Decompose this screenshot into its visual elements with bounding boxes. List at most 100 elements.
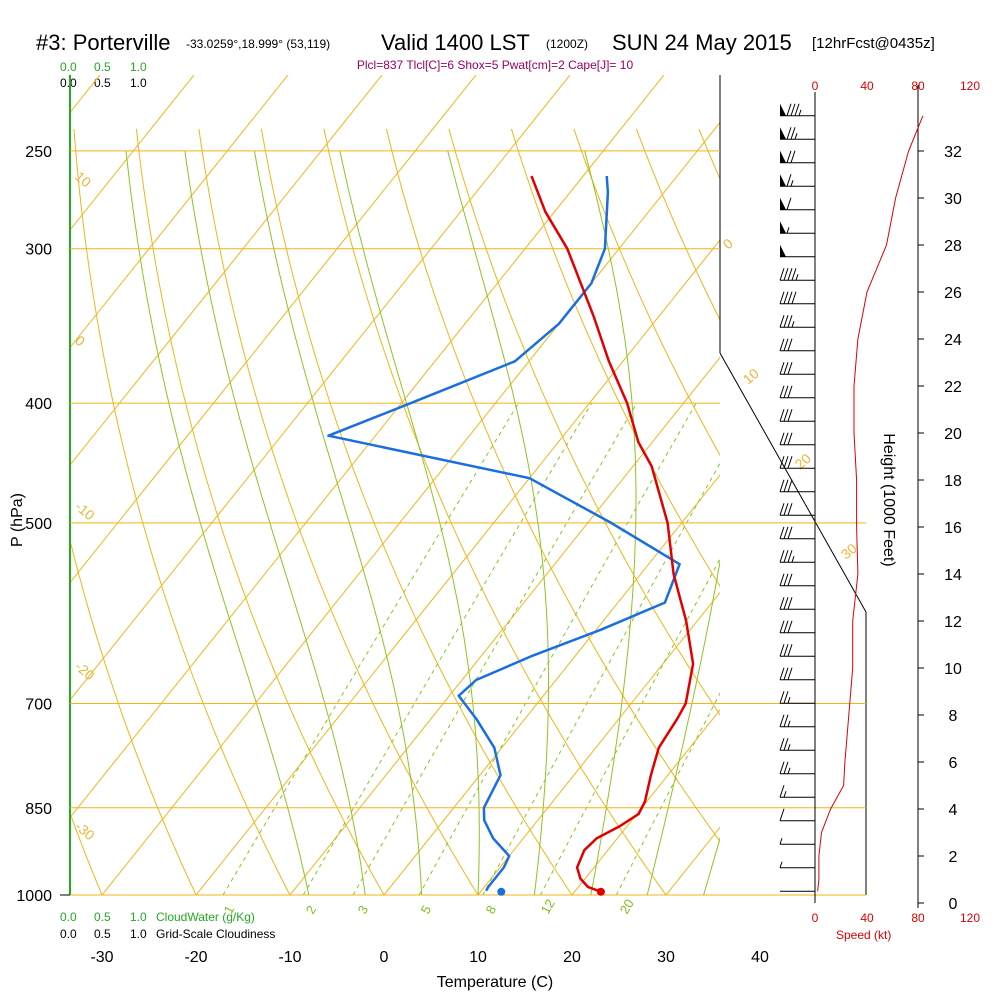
temperature-tick-label: 20 bbox=[563, 949, 581, 966]
cw-top-2: 1.0 bbox=[130, 60, 147, 74]
dry-adiabat-line bbox=[73, 128, 291, 895]
wind-barb-flag bbox=[794, 103, 800, 116]
wind-barb-flag bbox=[779, 315, 785, 328]
wind-barb-half bbox=[779, 838, 783, 845]
wind-barb-pennant bbox=[780, 197, 786, 210]
pressure-tick-label: 400 bbox=[25, 396, 52, 413]
mixing-ratio-label: 5 bbox=[418, 903, 435, 917]
wind-barb-pennant bbox=[780, 221, 786, 234]
isotherm-line bbox=[70, 75, 101, 114]
wind-barb-flag bbox=[783, 479, 789, 492]
isotherm-line bbox=[70, 75, 477, 584]
wind-barb-flag bbox=[779, 667, 785, 680]
height-tick-label: 20 bbox=[944, 426, 962, 443]
wind-barb-flag bbox=[779, 362, 785, 375]
isotherm-label: -20 bbox=[72, 658, 98, 683]
wind-barb-flag bbox=[787, 268, 793, 281]
spd-top-1: 40 bbox=[860, 79, 874, 93]
dry-adiabat-line bbox=[260, 128, 573, 895]
wind-barb-flag bbox=[779, 785, 785, 798]
wind-barb-half bbox=[790, 180, 794, 187]
wind-barb-half bbox=[787, 767, 791, 774]
isotherm-label: -10 bbox=[72, 498, 98, 523]
wind-barb-flag bbox=[779, 268, 785, 281]
wind-barb-flag bbox=[783, 432, 789, 445]
height-tick-label: 14 bbox=[944, 567, 962, 584]
speed-label: Speed (kt) bbox=[836, 928, 891, 942]
dry-adiabat-line bbox=[70, 538, 197, 895]
wind-barb-flag bbox=[787, 385, 793, 398]
wind-barb-flag bbox=[787, 503, 793, 516]
wind-barb-flag bbox=[779, 738, 785, 751]
wind-barb-flag bbox=[791, 291, 797, 304]
wind-barb-flag bbox=[786, 174, 792, 187]
spd-top-0: 0 bbox=[812, 79, 819, 93]
wind-barb-flag bbox=[783, 456, 789, 469]
cloudwater-label: CloudWater (g/Kg) bbox=[156, 910, 255, 924]
wind-barb-flag bbox=[779, 573, 785, 586]
forecast-info: [12hrFcst@0435z] bbox=[812, 35, 935, 52]
cc-top-1: 0.5 bbox=[94, 76, 111, 90]
wind-barb-pennant bbox=[780, 103, 786, 116]
wind-barb-flag bbox=[779, 761, 785, 774]
pressure-tick-label: 700 bbox=[25, 697, 52, 714]
cw-top-1: 0.5 bbox=[94, 60, 111, 74]
wind-barb-flag bbox=[790, 150, 796, 163]
wind-barb-flag bbox=[783, 503, 789, 516]
isotherm-line bbox=[70, 75, 665, 819]
height-tick-label: 16 bbox=[944, 520, 962, 537]
temperature-tick-label: 30 bbox=[657, 949, 675, 966]
valid-time: Valid 1400 LST bbox=[381, 30, 530, 55]
moist-adiabat-line bbox=[184, 150, 366, 895]
cw-bot-1: 0.5 bbox=[94, 910, 111, 924]
wind-speed-line bbox=[817, 115, 924, 892]
cc-top-2: 1.0 bbox=[130, 76, 147, 90]
mixing-ratio-label: 2 bbox=[303, 903, 320, 917]
wind-barb-flag bbox=[790, 103, 796, 116]
wind-barb-flag bbox=[779, 409, 785, 422]
wind-barb-flag bbox=[783, 644, 789, 657]
cc-bot-0: 0.0 bbox=[60, 927, 77, 941]
temperature-tick-label: 40 bbox=[751, 949, 769, 966]
dewpoint-profile-line bbox=[327, 175, 681, 892]
mixing-ratio-line bbox=[352, 402, 638, 895]
moist-adiabat-line bbox=[447, 150, 549, 895]
wind-barb-flag bbox=[787, 550, 793, 563]
wind-barb-flag bbox=[787, 620, 793, 633]
height-tick-label: 26 bbox=[944, 285, 962, 302]
speed-scale-bottom: 0 40 80 120 Speed (kt) bbox=[812, 911, 981, 942]
mixing-ratio-label: 3 bbox=[355, 903, 372, 917]
wind-barb-flag bbox=[783, 667, 789, 680]
cw-bot-2: 1.0 bbox=[130, 910, 147, 924]
height-tick-label: 0 bbox=[949, 896, 958, 913]
wind-barb-flag bbox=[779, 620, 785, 633]
wind-barb-pennant bbox=[780, 127, 786, 140]
isotherm-line bbox=[70, 75, 289, 349]
wind-barb-pennant bbox=[780, 244, 786, 257]
dry-adiabat-line bbox=[573, 128, 720, 457]
wind-barb-flag bbox=[783, 338, 789, 351]
wind-barb-flag bbox=[787, 667, 793, 680]
wind-barb-flag bbox=[790, 127, 796, 140]
dry-adiabat-line bbox=[135, 128, 385, 895]
wind-barb-half bbox=[798, 109, 802, 116]
mixing-ratio-line bbox=[222, 402, 520, 895]
temperature-tick-label: 10 bbox=[469, 949, 487, 966]
dry-adiabat-label: 20 bbox=[792, 450, 814, 472]
mixing-ratio-label: 20 bbox=[617, 896, 637, 916]
isotherm-line bbox=[477, 591, 720, 895]
wind-barb-flag bbox=[779, 808, 785, 821]
height-tick-label: 4 bbox=[949, 802, 958, 819]
cloudiness-scale-top: 0.0 0.5 1.0 bbox=[60, 76, 147, 90]
moist-adiabat-line bbox=[646, 559, 720, 895]
wind-barb-flag bbox=[786, 150, 792, 163]
wind-barb-flag bbox=[783, 573, 789, 586]
wind-barb-flag bbox=[779, 479, 785, 492]
cloudwater-scale-bottom: 0.0 0.5 1.0 CloudWater (g/Kg) bbox=[60, 910, 255, 924]
dry-adiabat-line bbox=[510, 128, 720, 588]
wind-barb-flag bbox=[783, 526, 789, 539]
wind-barb-flag bbox=[786, 127, 792, 140]
wind-barb-flag bbox=[783, 597, 789, 610]
wind-barb-half bbox=[779, 861, 783, 868]
plot-right-boundary bbox=[719, 352, 867, 895]
